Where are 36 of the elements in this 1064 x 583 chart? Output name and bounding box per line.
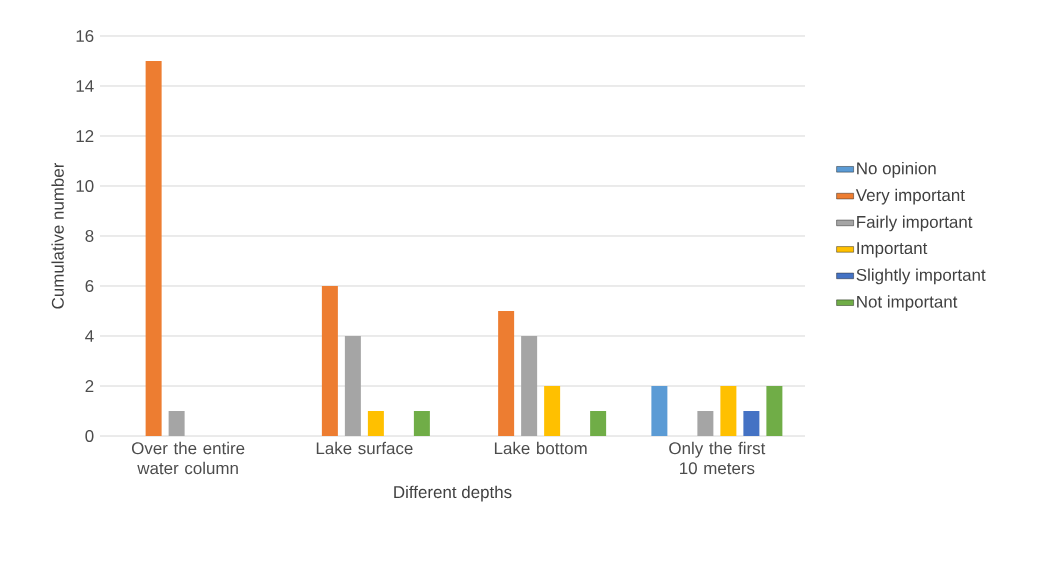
bar — [743, 411, 760, 436]
bar — [145, 61, 162, 436]
legend-label: Fairly important — [857, 215, 973, 232]
x-tick-label: Only the first 10 meters — [669, 441, 766, 475]
y-tick-label: 12 — [76, 130, 94, 142]
bar — [697, 411, 714, 436]
bar — [498, 311, 515, 436]
y-tick-label: 14 — [76, 80, 94, 92]
bar — [367, 411, 384, 436]
y-axis-title: Cumulative number — [51, 162, 64, 309]
x-tick-label: Lake bottom — [494, 441, 587, 455]
bar — [413, 411, 430, 436]
y-tick-label: 2 — [85, 380, 94, 392]
y-tick-label: 6 — [85, 280, 94, 292]
legend-label: Slightly important — [856, 268, 986, 285]
y-tick-label: 4 — [85, 330, 94, 342]
bar — [651, 386, 668, 436]
bar — [521, 336, 538, 436]
legend-label: Very important — [855, 188, 965, 205]
bar — [168, 411, 185, 436]
legend-label: Important — [857, 242, 928, 258]
x-tick-label: Over the entire water column — [131, 441, 245, 475]
y-tick-label: 16 — [76, 30, 94, 42]
bar — [590, 411, 607, 436]
x-tick-label: Lake surface — [316, 441, 413, 455]
bar — [720, 386, 737, 436]
bar — [766, 386, 783, 436]
legend-label: No opinion — [857, 161, 936, 178]
bar — [544, 386, 561, 436]
legend-label: Not important — [857, 295, 958, 312]
bar — [321, 286, 338, 436]
y-tick-label: 0 — [85, 430, 94, 442]
y-tick-label: 10 — [76, 180, 94, 192]
x-axis-title: Different depths — [394, 485, 512, 502]
bar — [344, 336, 361, 436]
y-tick-label: 8 — [85, 230, 94, 242]
